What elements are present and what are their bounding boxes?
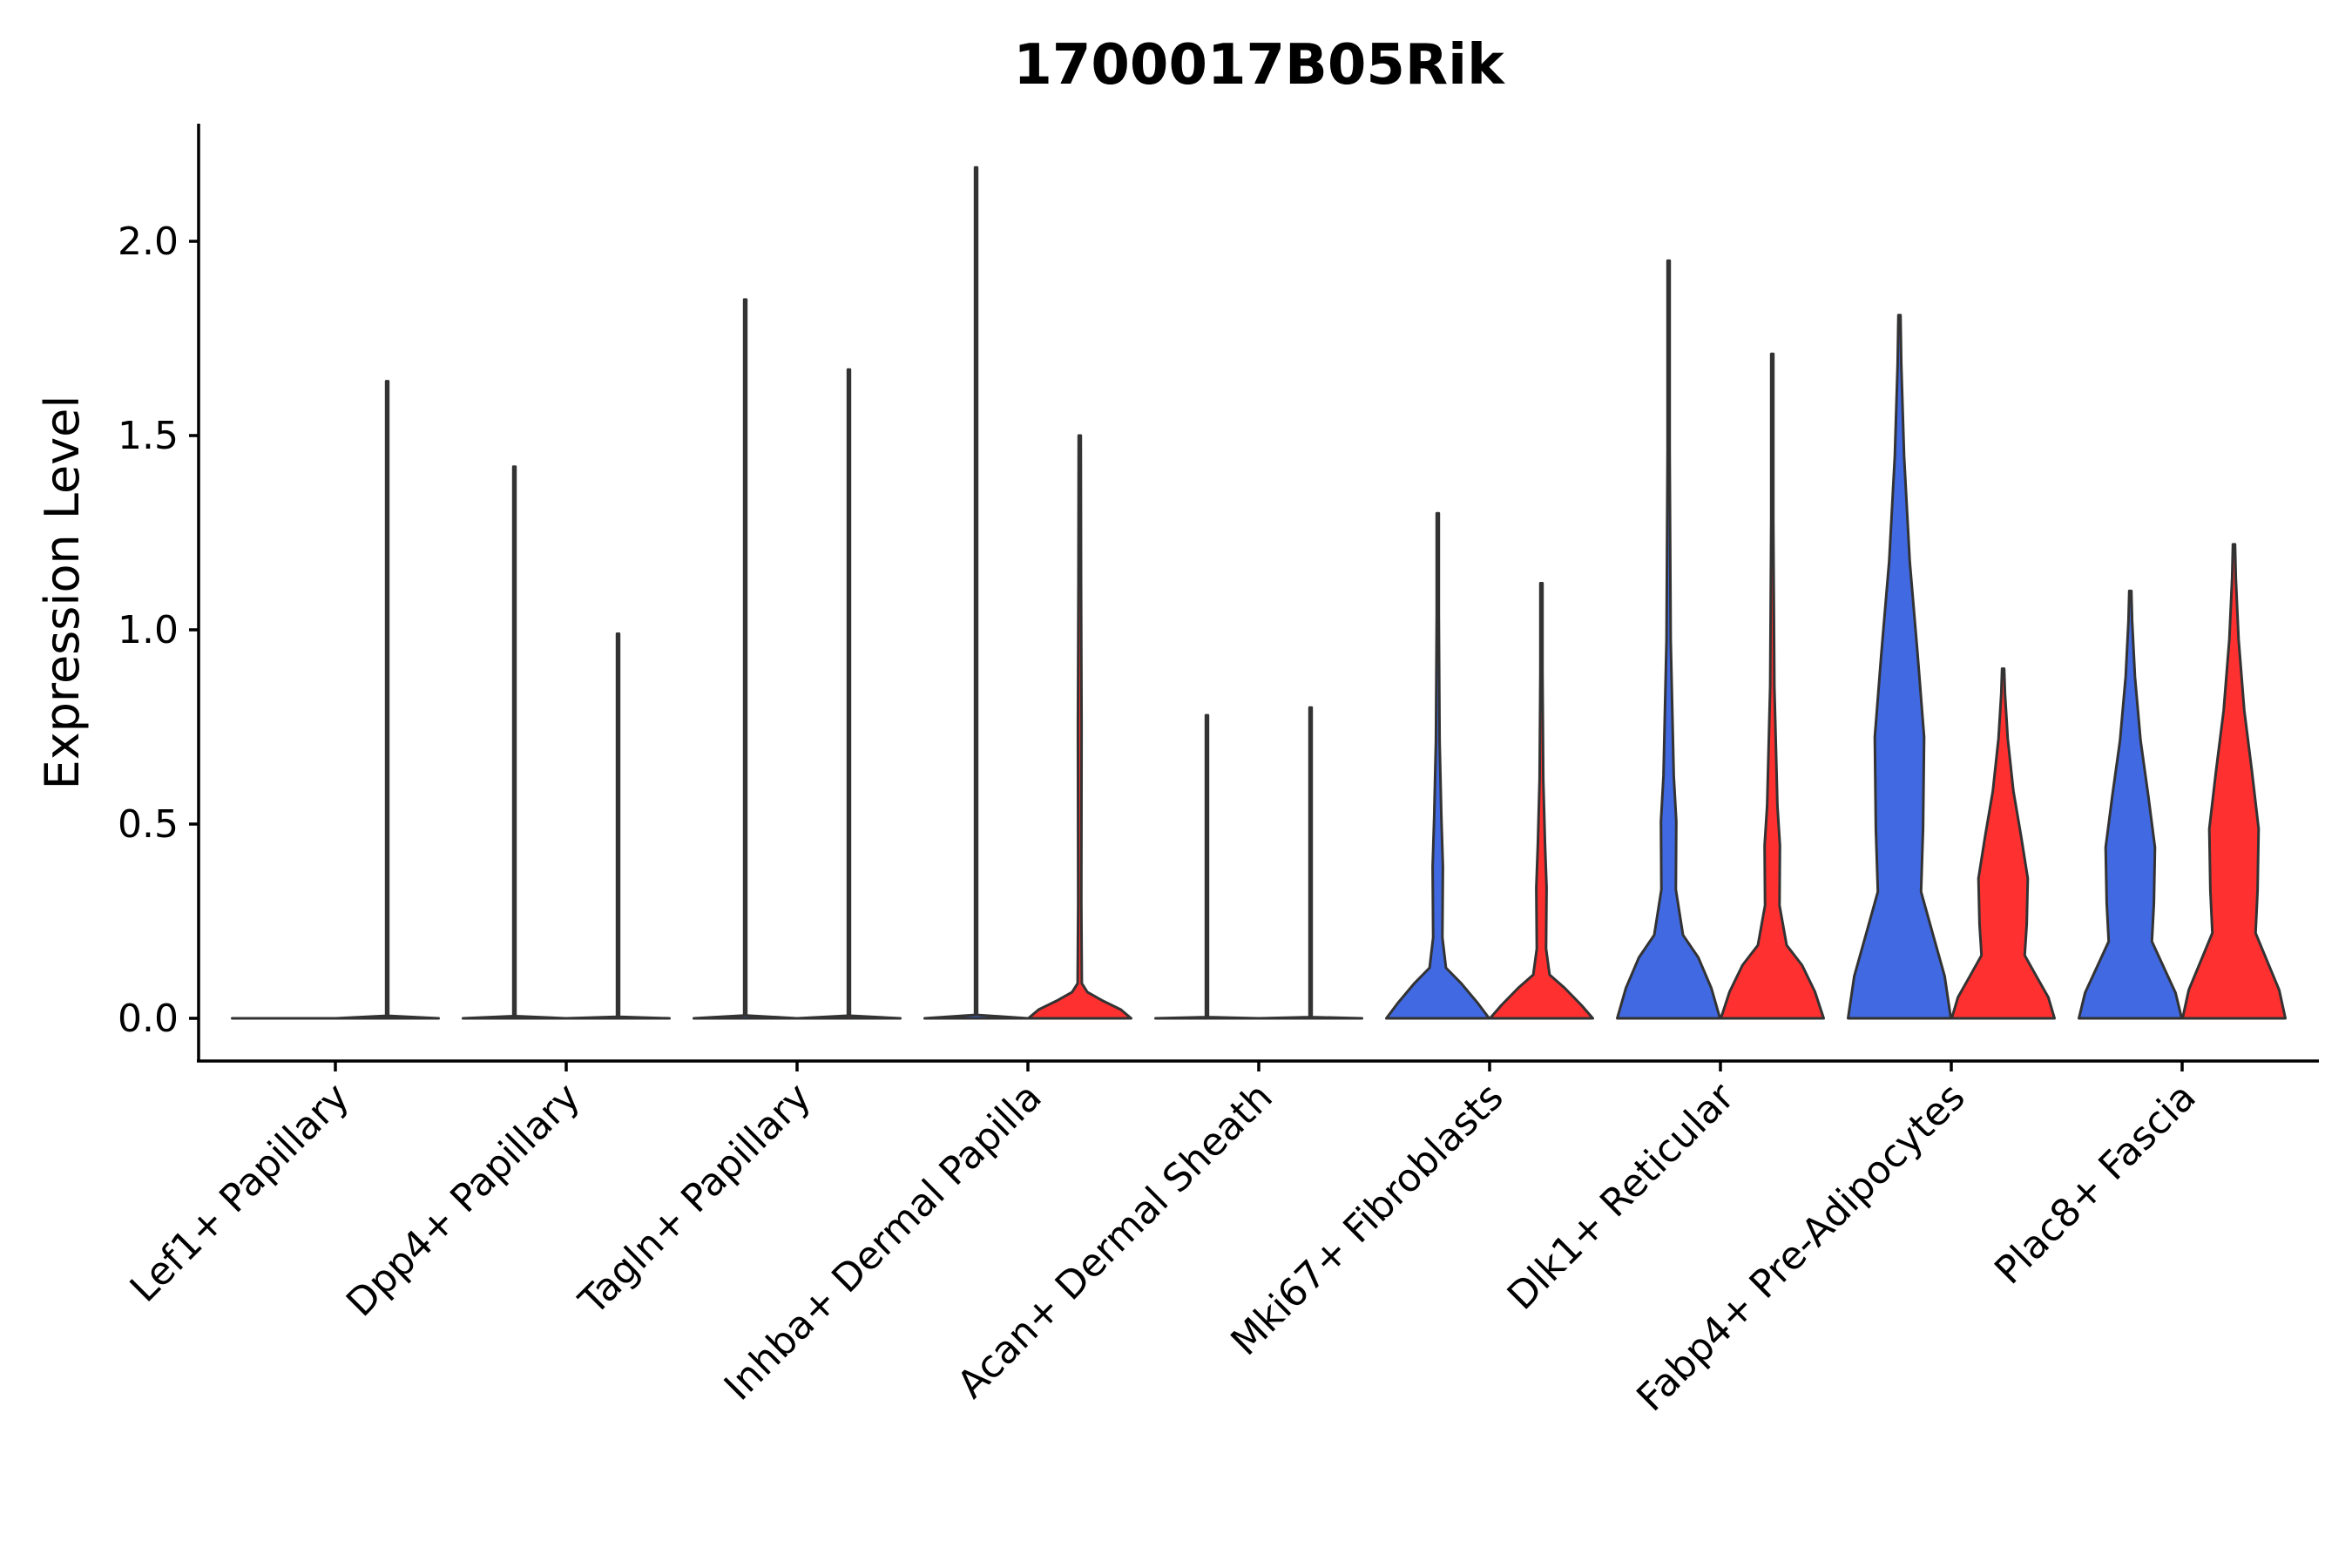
x-tick-label-tagln-papillary: Tagln+ Papillary <box>571 1075 820 1324</box>
y-axis-ticks: 0.0 0.5 1.0 1.5 2.0 <box>118 220 199 1041</box>
x-tick-label-plac8-fascia: Plac8+ Fascia <box>1986 1075 2205 1294</box>
violin-fabp4-pre-adipocytes-a <box>1847 314 1952 1020</box>
violin-lef1-papillary-b <box>335 380 440 1020</box>
violin-acan-dermal-sheath-a <box>1154 713 1260 1020</box>
y-tick-label: 1.5 <box>118 414 179 458</box>
y-tick-label: 0.0 <box>118 997 179 1041</box>
violin-plac8-fascia-a <box>2078 589 2183 1020</box>
y-tick-label: 2.0 <box>118 220 179 264</box>
violin-tagln-papillary-a <box>693 298 798 1020</box>
chart-title: 1700017B05Rik <box>1013 33 1505 98</box>
x-tick-label-lef1-papillary: Lef1+ Papillary <box>122 1075 358 1311</box>
violin-dlk1-reticular-a <box>1616 259 1721 1020</box>
violin-mki67-fibroblasts-b <box>1489 582 1594 1020</box>
violin-dpp4-papillary-b <box>565 632 671 1020</box>
violin-plac8-fascia-b <box>2181 543 2287 1020</box>
violin-inhba-dermal-papilla-a <box>923 166 1029 1020</box>
y-tick-label: 1.0 <box>118 608 179 652</box>
violin-inhba-dermal-papilla-b <box>1027 434 1132 1020</box>
y-tick-label: 0.5 <box>118 802 179 847</box>
violin-acan-dermal-sheath-b <box>1258 706 1363 1020</box>
y-axis-label: Expression Level <box>35 395 90 790</box>
x-tick-label-dpp4-papillary: Dpp4+ Papillary <box>338 1075 589 1326</box>
violin-dlk1-reticular-b <box>1720 352 1825 1020</box>
violin-mki67-fibroblasts-a <box>1385 511 1490 1020</box>
violins-layer <box>231 166 2287 1020</box>
violin-dpp4-papillary-a <box>462 465 567 1020</box>
violin-fabp4-pre-adipocytes-b <box>1950 667 2056 1020</box>
violin-tagln-papillary-b <box>796 368 902 1020</box>
x-tick-label-dlk1-reticular: Dlk1+ Reticular <box>1499 1074 1744 1319</box>
